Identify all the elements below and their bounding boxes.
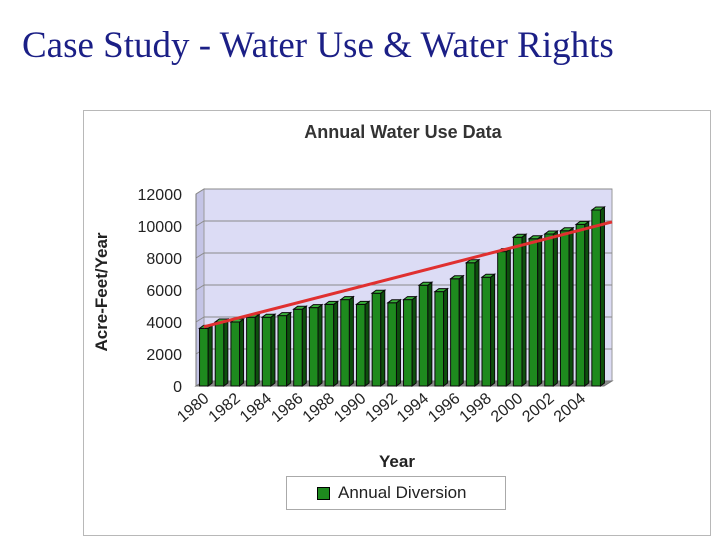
gridline-side — [195, 316, 205, 323]
x-axis-title: Year — [379, 452, 415, 471]
bar — [574, 220, 591, 387]
trend-line — [203, 220, 613, 329]
x-tick-label: 1988 — [300, 390, 338, 426]
bar — [496, 247, 512, 387]
bar — [260, 313, 277, 387]
bar — [276, 311, 293, 387]
bar — [449, 274, 465, 387]
bar — [511, 233, 528, 387]
y-tick-label: 2000 — [146, 347, 182, 364]
bar — [198, 324, 214, 387]
bar — [402, 295, 418, 387]
bar — [417, 281, 434, 387]
bar — [433, 287, 450, 387]
legend-label: Annual Diversion — [338, 483, 467, 502]
gridline-side — [195, 220, 205, 227]
bar — [558, 226, 575, 387]
bar — [464, 258, 481, 387]
bar — [339, 295, 355, 387]
bar — [245, 313, 261, 387]
slide-title: Case Study - Water Use & Water Rights — [22, 25, 614, 66]
legend-swatch — [317, 486, 330, 500]
bar — [527, 234, 544, 387]
bar — [307, 303, 324, 387]
bar — [543, 230, 559, 387]
bar — [590, 206, 606, 387]
bar — [323, 300, 340, 387]
bar — [292, 305, 308, 387]
y-tick-label: 0 — [173, 379, 182, 396]
x-tick-label: 2004 — [551, 390, 589, 426]
x-tick-label: 1982 — [206, 390, 244, 426]
x-tick-label: 1992 — [363, 390, 401, 426]
x-tick-label: 1990 — [331, 390, 369, 426]
bar — [386, 298, 402, 387]
y-tick-label: 8000 — [146, 251, 182, 268]
x-tick-label: 1996 — [425, 390, 463, 426]
x-tick-label: 1986 — [268, 390, 306, 426]
bar — [370, 289, 387, 387]
x-tick-label: 1984 — [237, 390, 275, 426]
chart-title: Annual Water Use Data — [304, 122, 502, 142]
gridline-side — [195, 188, 205, 195]
bar — [480, 273, 497, 387]
gridline-side — [195, 252, 205, 259]
bar — [354, 300, 371, 387]
bar — [213, 318, 230, 387]
bar — [229, 318, 246, 387]
y-tick-label: 4000 — [146, 315, 182, 332]
x-tick-label: 1998 — [457, 390, 495, 426]
x-tick-label: 1994 — [394, 390, 432, 426]
x-tick-label: 2000 — [488, 390, 526, 426]
y-tick-label: 6000 — [146, 283, 182, 300]
gridline-side — [195, 284, 205, 291]
legend: Annual Diversion — [286, 476, 506, 510]
x-tick-label: 2002 — [519, 390, 557, 426]
y-tick-label: 10000 — [138, 219, 183, 236]
y-tick-label: 12000 — [138, 187, 183, 204]
